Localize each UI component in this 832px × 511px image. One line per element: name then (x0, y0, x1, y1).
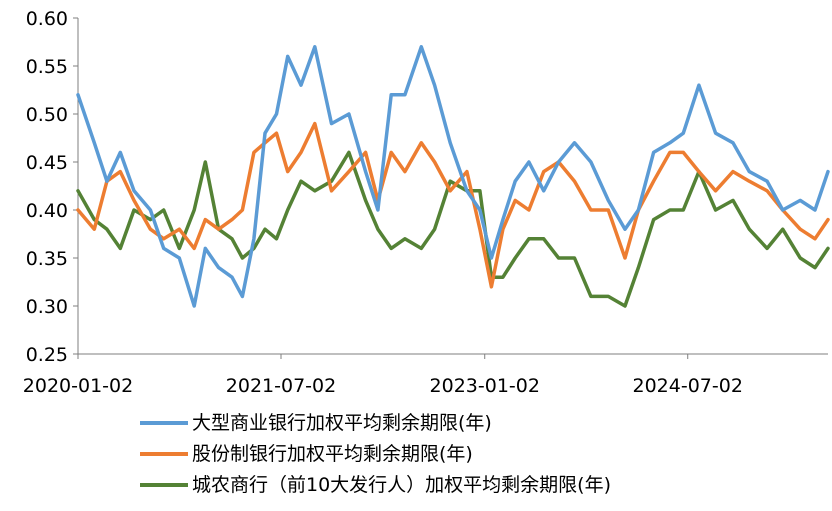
x-tick-label: 2023-01-02 (430, 375, 540, 397)
y-tick-label: 0.45 (26, 152, 68, 174)
y-tick-label: 0.30 (26, 296, 68, 318)
legend-item: 大型商业银行加权平均剩余期限(年) (140, 412, 492, 434)
y-tick-label: 0.60 (26, 8, 68, 30)
x-tick-label: 2024-07-02 (633, 375, 743, 397)
series-layer (76, 45, 830, 308)
y-axis: 0.60 0.55 0.50 0.45 0.40 0.35 0.30 0.25 (26, 8, 79, 366)
y-tick-label: 0.25 (26, 344, 68, 366)
y-tick-label: 0.35 (26, 248, 68, 270)
legend: 大型商业银行加权平均剩余期限(年) 股份制银行加权平均剩余期限(年) 城农商行（前1… (140, 412, 611, 496)
y-tick-label: 0.40 (26, 200, 68, 222)
legend-label: 股份制银行加权平均剩余期限(年) (192, 443, 473, 465)
x-tick-label: 2020-01-02 (23, 375, 133, 397)
series-line-2 (76, 150, 830, 308)
x-axis: 2020-01-02 2021-07-02 2023-01-02 2024-07-02 (23, 353, 828, 397)
x-tick-label: 2021-07-02 (226, 375, 336, 397)
series-line-0 (76, 45, 830, 308)
legend-label: 城农商行（前10大发行人）加权平均剩余期限(年) (192, 474, 611, 496)
legend-label: 大型商业银行加权平均剩余期限(年) (192, 412, 492, 434)
y-tick-label: 0.50 (26, 104, 68, 126)
legend-item: 股份制银行加权平均剩余期限(年) (140, 443, 473, 465)
legend-item: 城农商行（前10大发行人）加权平均剩余期限(年) (140, 474, 611, 496)
y-tick-label: 0.55 (26, 56, 68, 78)
